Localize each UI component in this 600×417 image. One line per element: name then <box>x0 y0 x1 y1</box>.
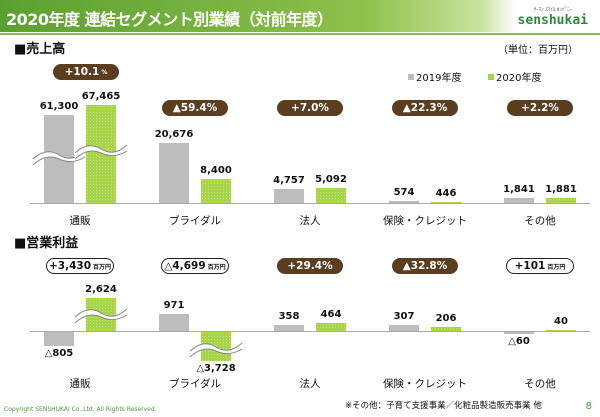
value-label: 307 <box>393 311 415 323</box>
value-label: 1,881 <box>545 183 577 195</box>
category-label: 保険・クレジット <box>383 215 467 227</box>
unit-label: （単位：百万円） <box>498 45 578 56</box>
page-title: 2020年度 連結セグメント別業績（対前年度） <box>6 10 333 29</box>
category-label: その他 <box>524 215 556 227</box>
bar-2020 <box>546 197 576 203</box>
value-label: △60 <box>508 335 530 347</box>
bar-2019 <box>389 201 419 203</box>
page-number: 8 <box>585 401 592 412</box>
bar-2020 <box>201 178 231 203</box>
bar-2020 <box>316 322 346 331</box>
bar-2019 <box>504 332 534 334</box>
category-label: 保険・クレジット <box>383 378 467 390</box>
logo: ｻｰﾏﾝ ｽﾏｲﾙ ｶﾝﾊﾟﾆｰ senshukai <box>518 6 588 28</box>
logo-tagline: ｻｰﾏﾝ ｽﾏｲﾙ ｶﾝﾊﾟﾆｰ <box>533 7 572 13</box>
x-axis <box>30 203 590 204</box>
value-label: △3,728 <box>196 363 236 374</box>
value-label: 67,465 <box>81 91 121 103</box>
change-badge: +10.1% <box>53 64 119 80</box>
badge-suffix: % <box>101 68 108 76</box>
legend-swatch <box>488 73 494 80</box>
value-label: 5,092 <box>315 174 347 186</box>
value-label: 574 <box>393 187 415 199</box>
value-label: 1,841 <box>503 183 535 195</box>
badge-suffix: 百万円 <box>547 263 566 271</box>
category-label: 通販 <box>69 378 91 390</box>
legend-2019: 2019年度 <box>408 69 461 84</box>
bar-2019 <box>274 324 304 331</box>
bar-2019 <box>274 189 304 203</box>
value-label: 61,300 <box>39 101 79 112</box>
bar-2020 <box>431 327 461 331</box>
change-badge: +7.0% <box>277 100 343 116</box>
axis-break-icon <box>74 308 128 324</box>
bar-2019 <box>159 143 189 203</box>
bar-2020 <box>546 329 576 331</box>
category-label: ブライダル <box>168 378 222 390</box>
value-label: 20,676 <box>154 129 194 141</box>
divider <box>0 33 600 35</box>
category-label: ブライダル <box>168 215 222 227</box>
footnote: ※その他：子育て支援事業／化粧品製造販売事業 他 <box>345 401 542 411</box>
change-badge: △4,699 百万円 <box>161 258 229 274</box>
category-label: 通販 <box>69 215 91 227</box>
value-label: 2,624 <box>85 284 117 295</box>
category-label: 法人 <box>299 215 321 227</box>
legend-swatch <box>408 73 414 80</box>
badge-suffix: 百万円 <box>93 263 112 271</box>
x-axis <box>30 331 590 332</box>
legend-2020: 2020年度 <box>488 69 541 84</box>
value-label: 446 <box>435 187 457 199</box>
copyright: Copyright SENSHUKAI Co.,Ltd. All Rights … <box>4 406 157 413</box>
badge-suffix: 百万円 <box>207 263 226 271</box>
change-badge: +3,430 百万円 <box>46 258 114 274</box>
value-label: 464 <box>320 308 342 320</box>
bar-2020 <box>431 201 461 203</box>
logo-text: senshukai <box>517 13 588 28</box>
change-badge: ▲32.8% <box>392 258 458 274</box>
legend-label: 2020年度 <box>496 73 542 84</box>
bar-2019 <box>44 332 74 347</box>
bar-2019 <box>504 197 534 203</box>
bar-2019 <box>159 313 189 331</box>
value-label: 206 <box>435 313 457 325</box>
axis-break-icon <box>189 342 243 357</box>
profit-heading: ■営業利益 <box>14 236 79 251</box>
value-label: △805 <box>44 348 74 360</box>
axis-break-icon <box>74 144 128 160</box>
title-bar: 2020年度 連結セグメント別業績（対前年度） ｻｰﾏﾝ ｽﾏｲﾙ ｶﾝﾊﾟﾆｰ… <box>0 0 600 32</box>
value-label: 40 <box>554 315 568 327</box>
bar-2020 <box>316 188 346 203</box>
legend-label: 2019年度 <box>416 73 462 84</box>
category-label: その他 <box>524 378 556 390</box>
change-badge: +101 百万円 <box>506 258 574 274</box>
value-label: 358 <box>278 310 300 322</box>
value-label: 8,400 <box>200 164 232 176</box>
value-label: 971 <box>163 299 185 311</box>
sales-heading: ■売上高 <box>14 42 66 57</box>
value-label: 4,757 <box>273 175 305 187</box>
category-label: 法人 <box>299 378 321 390</box>
change-badge: ▲59.4% <box>162 100 228 116</box>
bar-2019 <box>389 325 419 331</box>
change-badge: +2.2% <box>507 100 573 116</box>
change-badge: +29.4% <box>277 258 343 274</box>
change-badge: ▲22.3% <box>392 100 458 116</box>
